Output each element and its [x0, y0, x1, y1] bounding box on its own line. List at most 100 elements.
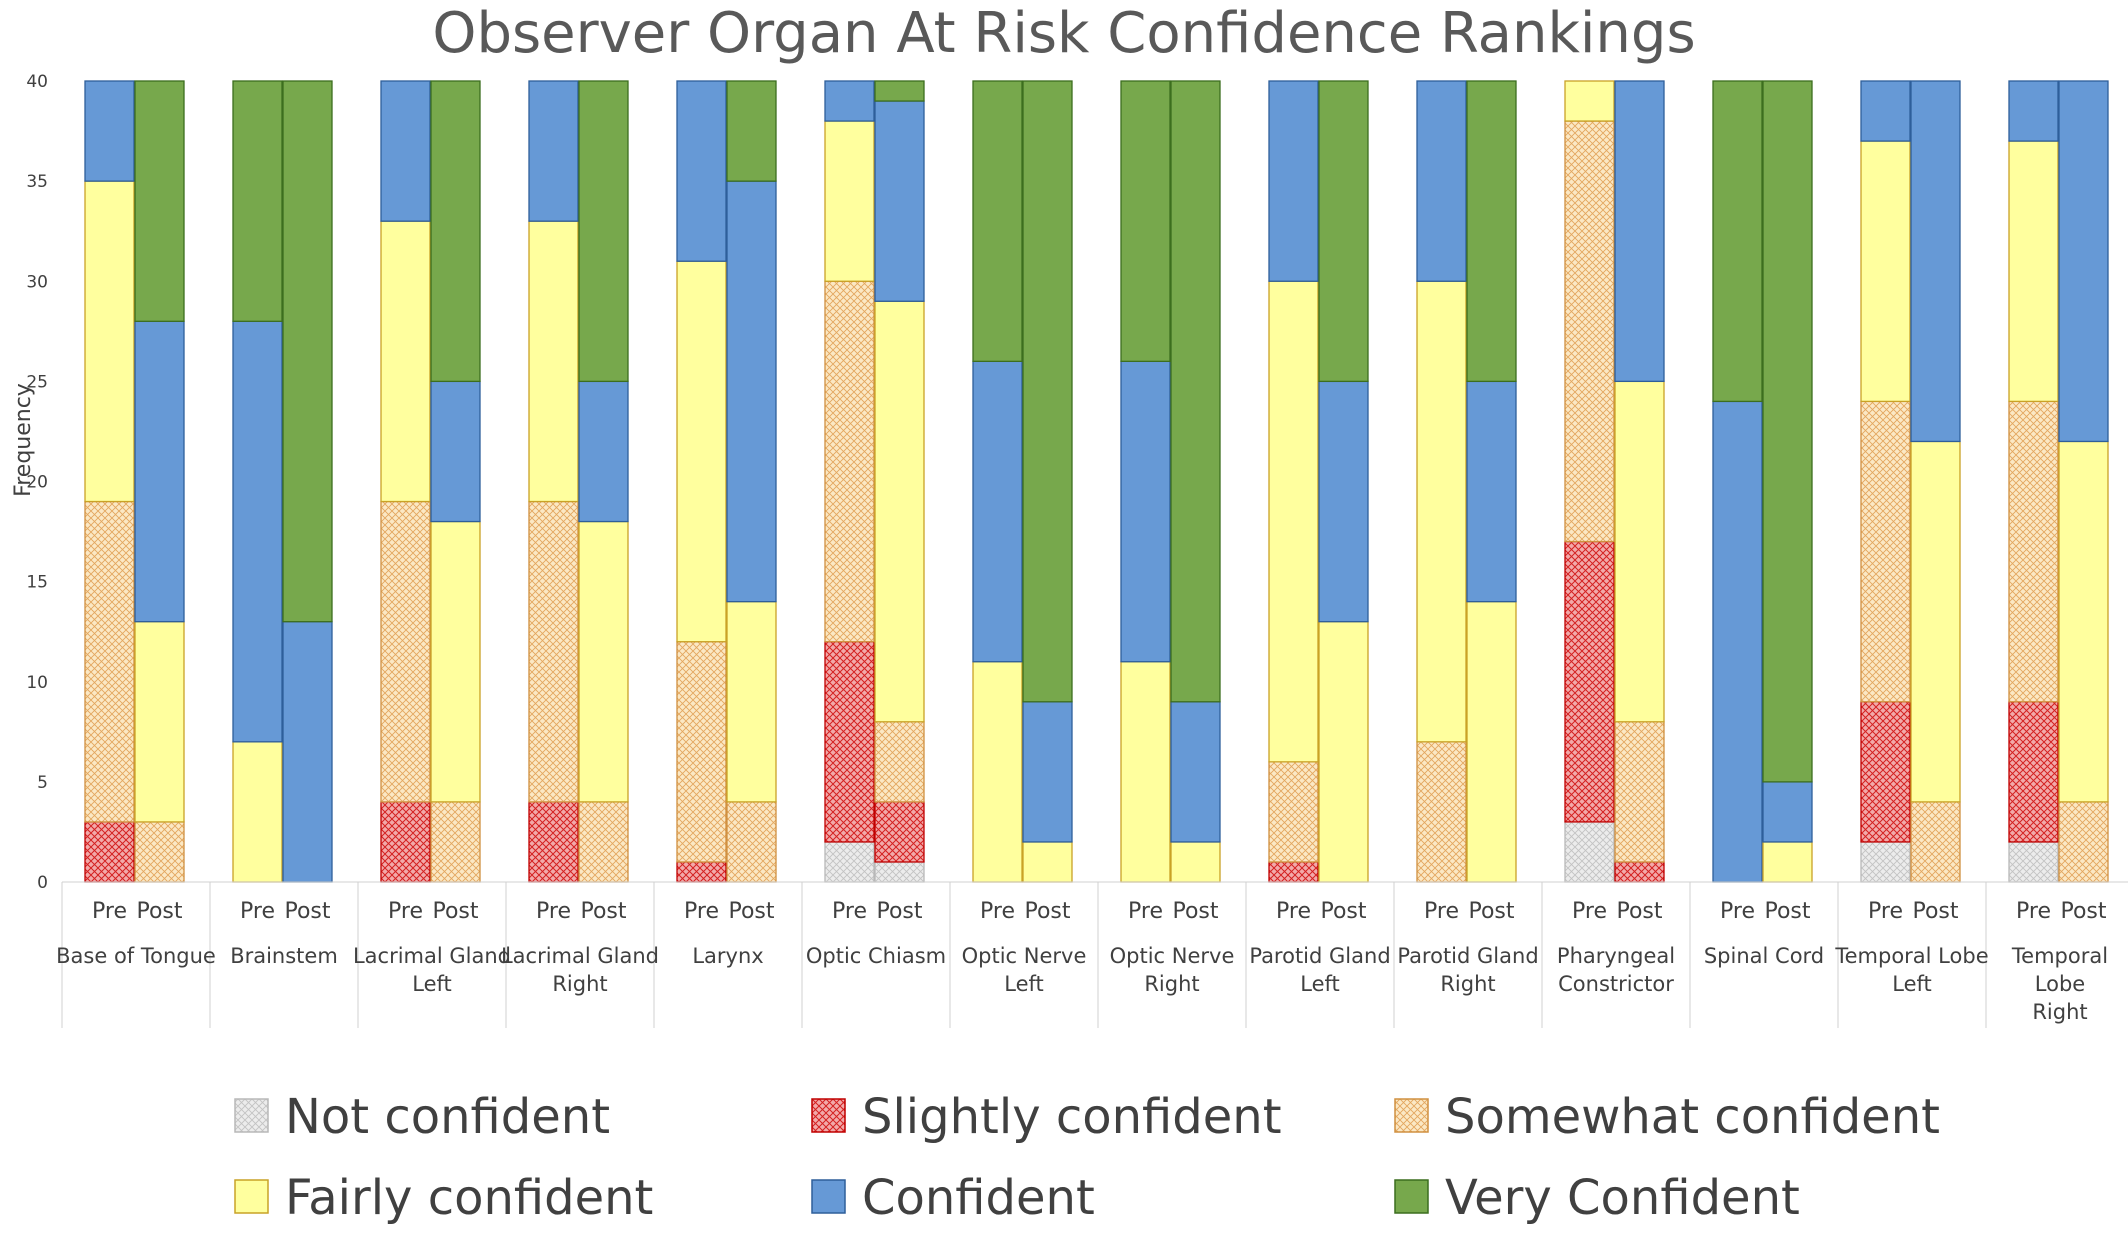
bar-segment-post: [874, 721, 925, 803]
category-label: Optic Chiasm: [806, 944, 946, 968]
legend-swatch: [811, 1179, 846, 1214]
bar-segment-pre: [972, 80, 1023, 363]
sub-label: Pre: [684, 899, 719, 924]
legend-label: Fairly confident: [285, 1170, 653, 1226]
bar-segment-post: [1614, 861, 1665, 883]
legend-label: Not confident: [285, 1089, 610, 1145]
bar-segment-post: [874, 861, 925, 883]
bar-segment-post: [1466, 601, 1517, 883]
category-label: Left: [412, 972, 452, 996]
bar-segment-pre: [1712, 80, 1763, 403]
bar-segment-pre: [1860, 400, 1911, 703]
legend: Not confident Slightly confident Somewhat …: [234, 1089, 1940, 1226]
category-label: Parotid Gland: [1249, 944, 1390, 968]
category-label: Constrictor: [1558, 972, 1674, 996]
bar-segment-post: [874, 100, 925, 302]
legend-swatch: [1394, 1179, 1429, 1214]
sub-label: Post: [432, 899, 478, 924]
bar-segment-pre: [1120, 80, 1171, 363]
category-label: Lacrimal Gland: [353, 944, 511, 968]
sub-label: Pre: [2016, 899, 2051, 924]
category-label: Brainstem: [230, 944, 338, 968]
bar-segment-pre: [972, 360, 1023, 663]
y-axis-label: Frequency: [11, 383, 36, 497]
bar-segment-pre: [380, 500, 431, 803]
bar-segment-post: [1910, 80, 1961, 443]
bar-segment-post: [134, 320, 185, 623]
legend-label: Somewhat confident: [1445, 1089, 1940, 1145]
bar-segment-pre: [824, 280, 875, 643]
bar-segment-pre: [1268, 761, 1319, 863]
bar-group: [84, 80, 2109, 883]
bar-segment-pre: [2008, 701, 2059, 843]
bar-segment-pre: [380, 801, 431, 883]
bar-segment-pre: [380, 80, 431, 222]
sub-label: Pre: [1424, 899, 1459, 924]
bar-segment-pre: [528, 500, 579, 803]
bar-segment-pre: [1268, 280, 1319, 763]
bar-segment-post: [430, 380, 481, 523]
category-label: Right: [1144, 972, 1199, 996]
sub-label: Post: [876, 899, 922, 924]
bar-segment-post: [874, 801, 925, 863]
bar-segment-post: [2058, 801, 2109, 883]
legend-label: Slightly confident: [862, 1089, 1282, 1145]
sub-label: Pre: [1276, 899, 1311, 924]
category-label: Lobe: [2035, 972, 2085, 996]
sub-label: Post: [1468, 899, 1514, 924]
sub-label: Pre: [1720, 899, 1755, 924]
bar-segment-pre: [2008, 140, 2059, 403]
bar-segment-pre: [824, 841, 875, 883]
bar-segment-post: [1762, 781, 1813, 843]
category-label: Temporal: [2011, 944, 2108, 968]
sub-label: Post: [1172, 899, 1218, 924]
legend-swatch: [811, 1098, 846, 1133]
bar-segment-pre: [1860, 701, 1911, 843]
bar-segment-post: [1170, 80, 1221, 703]
legend-swatch: [234, 1098, 269, 1133]
category-label: Optic Nerve: [962, 944, 1087, 968]
bar-segment-post: [726, 80, 777, 182]
sub-label: Pre: [92, 899, 127, 924]
bar-segment-post: [726, 180, 777, 603]
bar-segment-pre: [84, 500, 135, 823]
legend-label: Very Confident: [1445, 1170, 1800, 1226]
bar-segment-post: [282, 80, 333, 623]
legend-swatch: [234, 1179, 269, 1214]
x-axis: Pre Post Base of Tongue Pre Post Brainstem Pre…: [56, 881, 2128, 1028]
bar-segment-post: [1022, 701, 1073, 843]
category-label: Left: [1300, 972, 1340, 996]
bar-segment-pre: [1120, 661, 1171, 883]
bar-segment-pre: [1712, 400, 1763, 883]
bar-segment-pre: [2008, 400, 2059, 703]
bar-segment-post: [430, 80, 481, 383]
category-label: Left: [1004, 972, 1044, 996]
bar-segment-pre: [528, 220, 579, 503]
sub-label: Pre: [536, 899, 571, 924]
sub-label: Post: [1764, 899, 1810, 924]
y-tick-label: 5: [37, 773, 48, 793]
bar-segment-post: [2058, 80, 2109, 443]
bar-segment-pre: [232, 741, 283, 883]
sub-label: Post: [284, 899, 330, 924]
sub-label: Post: [1616, 899, 1662, 924]
sub-label: Pre: [1572, 899, 1607, 924]
category-label: Base of Tongue: [56, 944, 216, 968]
sub-label: Pre: [1128, 899, 1163, 924]
category-label: Right: [552, 972, 607, 996]
bar-segment-post: [1170, 841, 1221, 883]
category-label: Temporal Lobe: [1834, 944, 1988, 968]
bar-segment-pre: [1268, 861, 1319, 883]
bar-segment-post: [578, 380, 629, 523]
bar-segment-pre: [1860, 841, 1911, 883]
bar-segment-post: [1762, 80, 1813, 783]
sub-label: Post: [728, 899, 774, 924]
bar-segment-pre: [232, 320, 283, 743]
bar-segment-pre: [1564, 540, 1615, 823]
y-tick-label: 10: [26, 673, 48, 693]
bar-segment-pre: [528, 801, 579, 883]
bar-segment-post: [578, 80, 629, 383]
bar-segment-pre: [1416, 280, 1467, 743]
sub-label: Post: [1024, 899, 1070, 924]
